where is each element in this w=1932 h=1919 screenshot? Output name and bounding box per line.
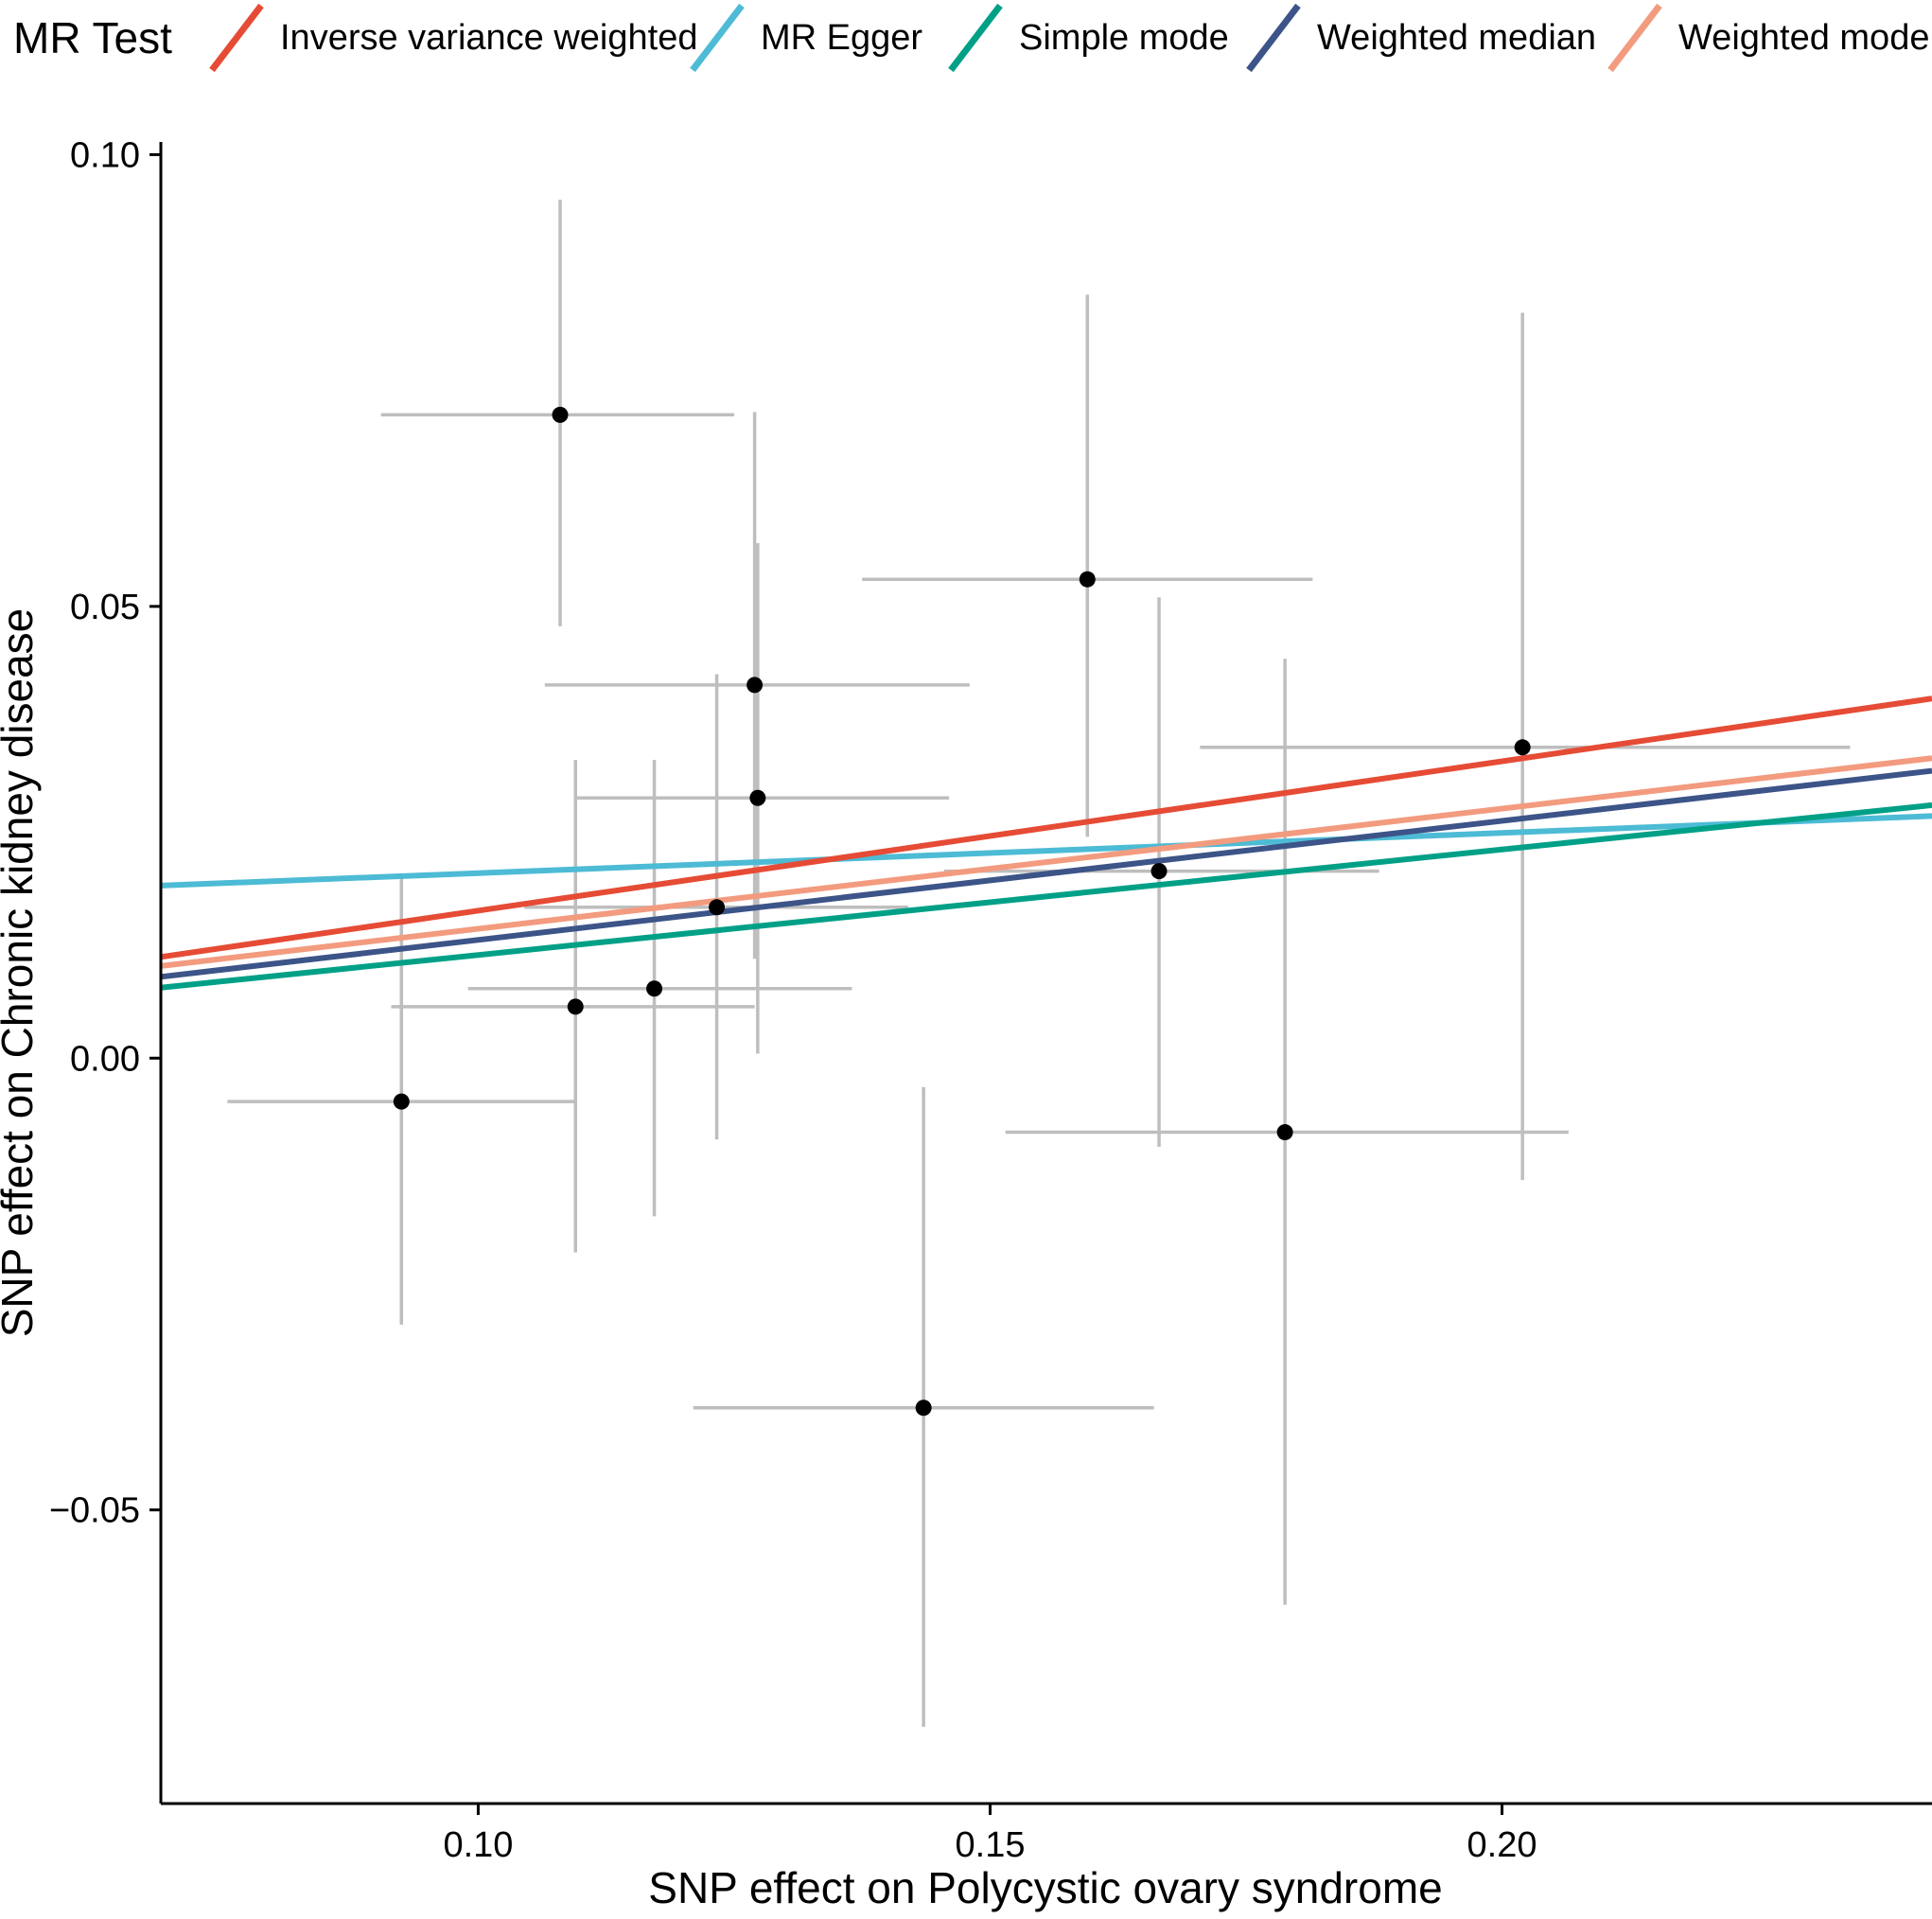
data-point-12 (1514, 739, 1531, 756)
x-axis-title: SNP effect on Polycystic ovary syndrome (648, 1863, 1442, 1912)
data-point-5 (709, 899, 726, 916)
error-bars (227, 200, 1851, 1727)
data-points (393, 406, 1531, 1417)
legend-key-simple-mode (948, 3, 1003, 73)
data-point-2 (552, 406, 569, 423)
data-point-1 (393, 1093, 410, 1110)
legend-label-simple-mode: Simple mode (1019, 18, 1229, 58)
x-tick-label-2: 0.15 (956, 1825, 1026, 1865)
data-point-4 (646, 980, 663, 997)
fit-line-simple-mode (160, 801, 1932, 991)
axes (159, 142, 1932, 1805)
fit-line-weighted-median (160, 767, 1932, 980)
fit-line-mr-egger (160, 813, 1932, 889)
data-point-9 (1079, 571, 1096, 588)
data-point-11 (1276, 1124, 1293, 1141)
fit-line-weighted-mode (160, 755, 1932, 969)
data-point-8 (915, 1400, 932, 1417)
legend-label-mr-egger: MR Egger (761, 18, 922, 58)
x-tick-label-1: 0.10 (443, 1825, 513, 1865)
legend-label-weighted-mode: Weighted mode (1678, 18, 1929, 58)
data-point-6 (746, 677, 764, 694)
y-tick-label-3: 0.00 (70, 1039, 140, 1079)
legend-key-inverse-variance-weighted (209, 3, 264, 73)
y-axis-title: SNP effect on Chronic kidney disease (0, 608, 42, 1338)
data-point-3 (567, 998, 584, 1015)
x-tick-label-3: 0.20 (1467, 1825, 1537, 1865)
legend-label-weighted-median: Weighted median (1317, 18, 1596, 58)
mr-fit-lines (160, 695, 1932, 991)
ticks: 0.10 0.15 0.20 0.10 0.05 0.00 −0.05 (49, 135, 1537, 1865)
data-point-10 (1150, 863, 1168, 880)
legend-title: MR Test (13, 13, 172, 62)
legend-label-inverse-variance-weighted: Inverse variance weighted (280, 18, 697, 58)
y-tick-label-4: −0.05 (49, 1491, 140, 1531)
legend-key-weighted-median (1246, 3, 1301, 73)
y-tick-label-2: 0.05 (70, 588, 140, 627)
data-point-7 (749, 789, 766, 806)
legend-key-mr-egger (690, 3, 745, 73)
fit-line-inverse-variance-weighted (160, 695, 1932, 960)
y-tick-label-1: 0.10 (70, 135, 140, 175)
legend: MR Test Inverse variance weighted MR Egge… (13, 3, 1929, 73)
legend-key-weighted-mode (1607, 3, 1662, 73)
